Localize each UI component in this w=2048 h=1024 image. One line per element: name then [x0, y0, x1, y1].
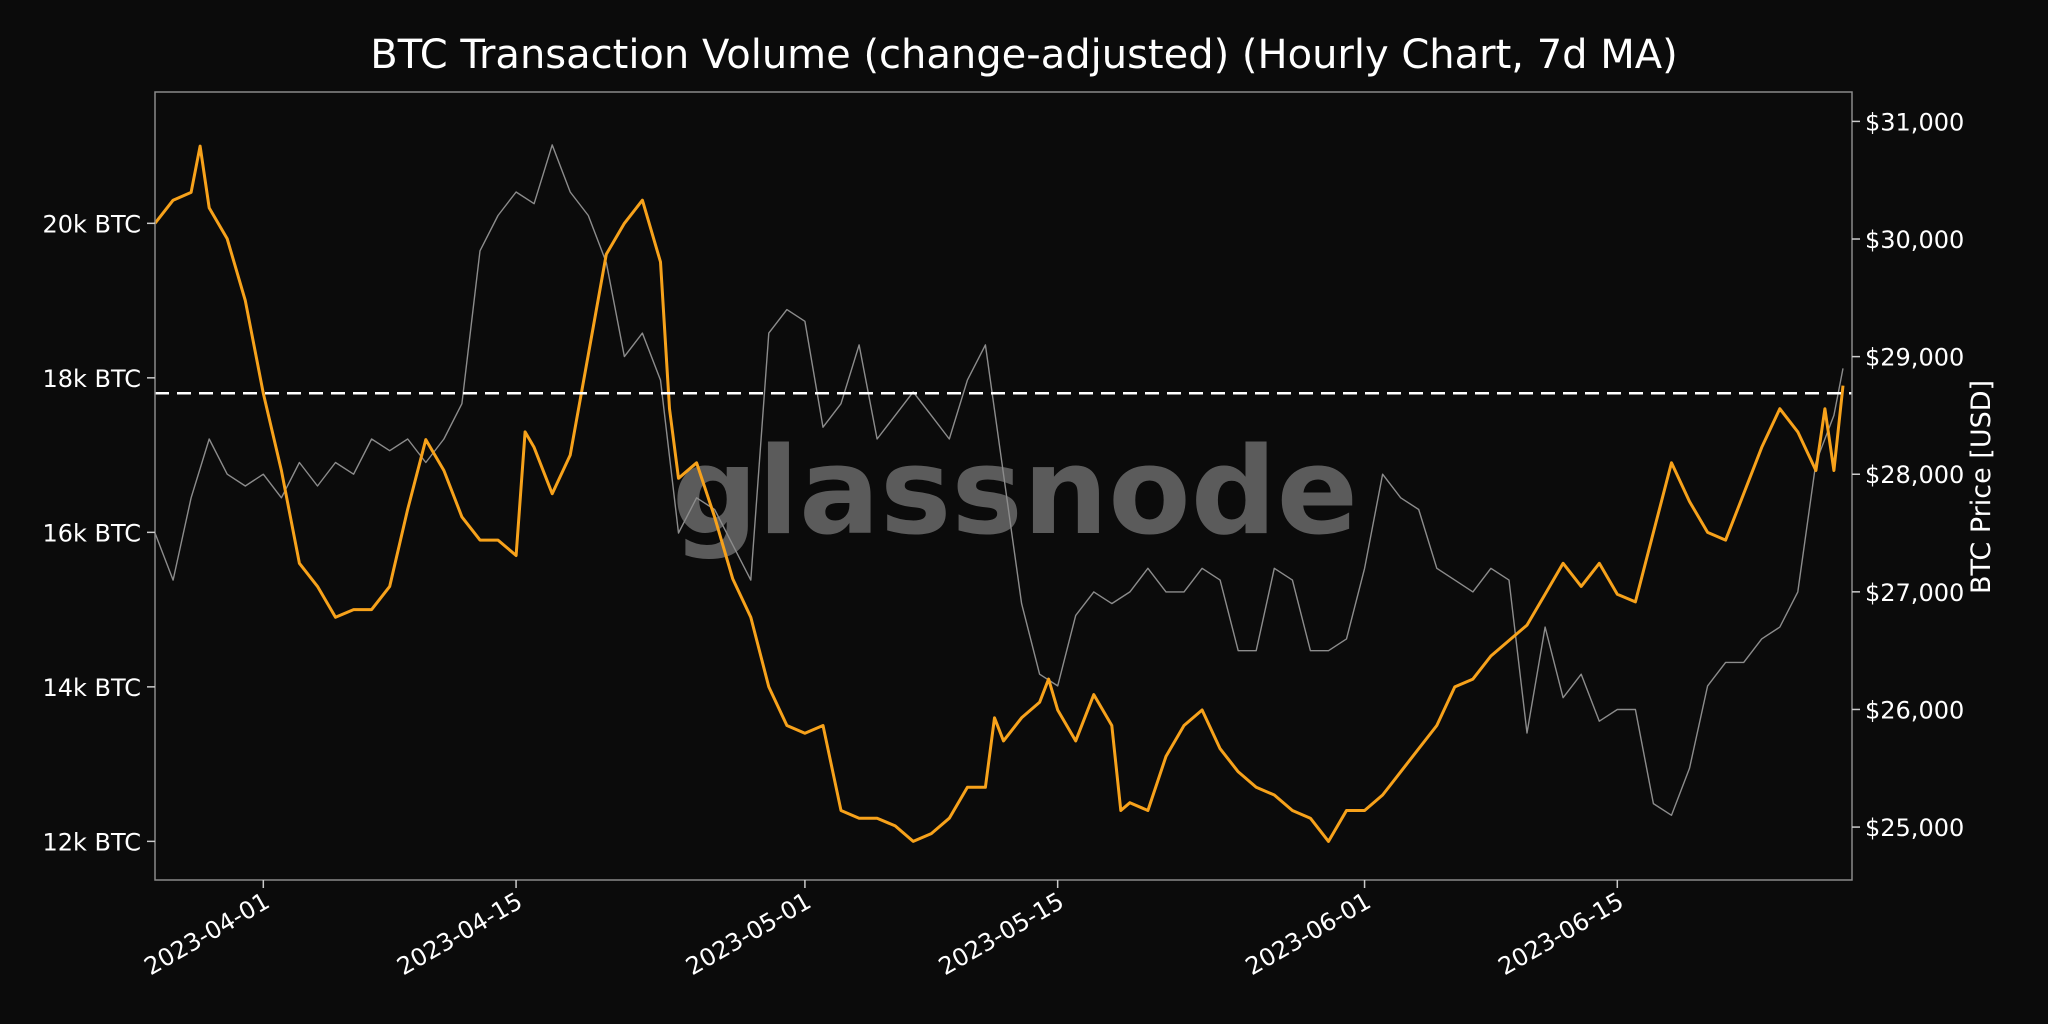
left-tick-label: 12k BTC — [42, 828, 141, 856]
right-tick-label: $25,000 — [1865, 814, 1964, 842]
right-tick-label: $28,000 — [1865, 461, 1964, 489]
right-tick-label: $26,000 — [1865, 696, 1964, 724]
left-tick-label: 16k BTC — [42, 519, 141, 547]
transaction-volume-line — [153, 144, 1845, 843]
left-tick-label: 20k BTC — [42, 210, 141, 238]
right-axis: $25,000 $26,000 $27,000 $28,000 $29,000 $30,0… — [1852, 108, 1964, 842]
btc-price-line — [154, 144, 1844, 816]
volume-series — [153, 144, 1845, 843]
chart-title: BTC Transaction Volume (change-adjusted)… — [370, 32, 1678, 78]
left-axis: 12k BTC 14k BTC 16k BTC 18k BTC 20k BTC — [42, 210, 155, 856]
watermark-logo: glassnode — [672, 423, 1358, 562]
plot-frame — [154, 91, 1853, 881]
right-tick-label: $31,000 — [1865, 108, 1964, 136]
right-tick-label: $29,000 — [1865, 344, 1964, 372]
right-tick-label: $30,000 — [1865, 226, 1964, 254]
right-tick-label: $27,000 — [1865, 579, 1964, 607]
left-tick-label: 18k BTC — [42, 365, 141, 393]
left-tick-label: 14k BTC — [42, 674, 141, 702]
right-axis-label: BTC Price [USD] — [1966, 380, 1997, 594]
price-series — [154, 144, 1844, 816]
